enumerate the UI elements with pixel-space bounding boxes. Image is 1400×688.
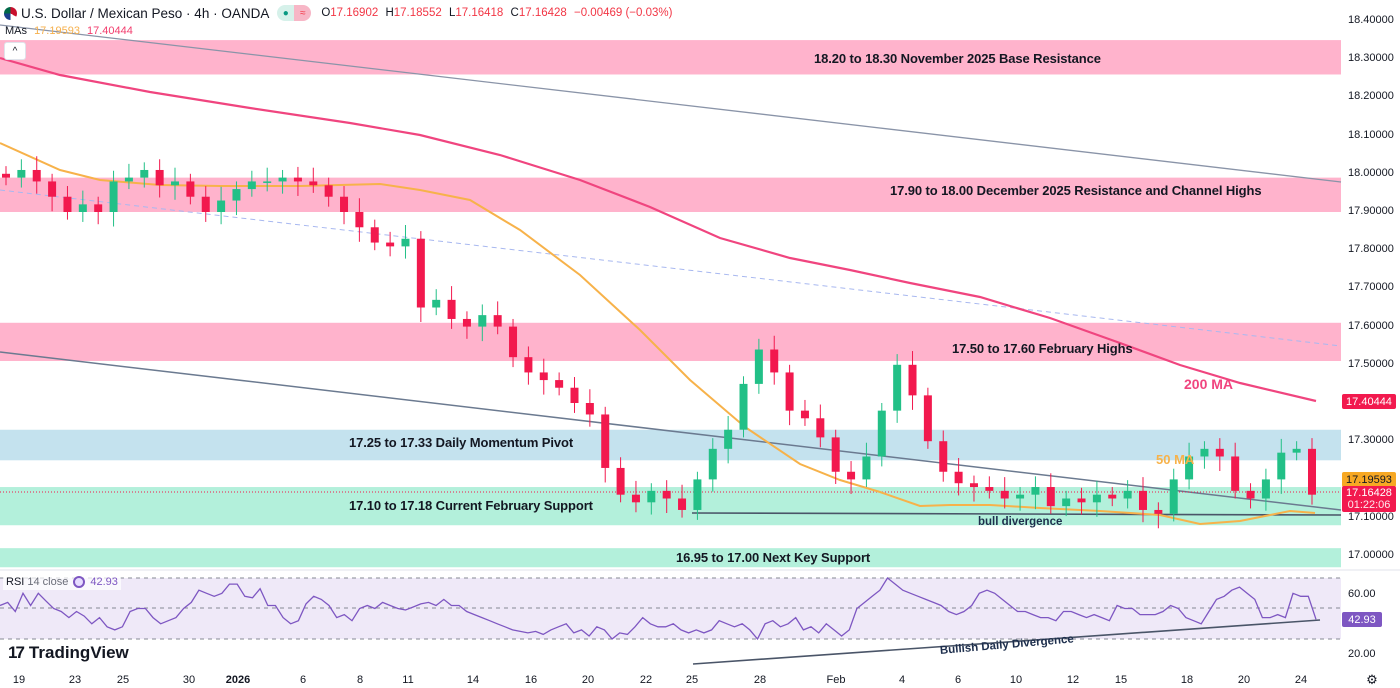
- time-axis-tick: 16: [524, 674, 538, 686]
- ma50-legend-value: 17.19593: [34, 25, 80, 37]
- collapse-legend-button[interactable]: ^: [4, 42, 26, 60]
- ma50-annotation: 50 MA: [1156, 452, 1195, 467]
- bar-countdown: 01:22:06: [1347, 499, 1391, 511]
- tradingview-logo-text: TradingView: [28, 643, 129, 662]
- rsi-indicator-icon: [73, 576, 86, 588]
- open-value: 17.16902: [330, 7, 379, 19]
- zone-label-momentum-pivot: 17.25 to 17.33 Daily Momentum Pivot: [349, 435, 574, 450]
- zone-band[interactable]: [0, 40, 1341, 75]
- last-price-tag: 17.16428 01:22:06: [1342, 486, 1396, 512]
- price-axis-tick: 17.60000: [1348, 319, 1394, 332]
- price-axis-tick: 18.10000: [1348, 128, 1394, 141]
- time-axis-tick: 12: [1066, 674, 1080, 686]
- rsi-axis-tick-60: 60.00: [1348, 588, 1376, 600]
- rsi-legend[interactable]: RSI 14 close 42.93: [3, 574, 121, 590]
- rsi-value-tag: 42.93: [1342, 612, 1382, 627]
- close-label: C: [510, 7, 519, 19]
- time-axis-tick: 10: [1009, 674, 1023, 686]
- open-label: O: [321, 7, 331, 19]
- zone-label-feb-support: 17.10 to 17.18 Current February Support: [349, 498, 593, 513]
- high-value: 17.18552: [393, 7, 442, 19]
- close-value: 17.16428: [518, 7, 567, 19]
- low-value: 17.16418: [455, 7, 504, 19]
- price-axis-tick: 17.70000: [1348, 281, 1394, 294]
- time-axis-tick: Feb: [826, 674, 846, 686]
- zone-label-dec-resistance: 17.90 to 18.00 December 2025 Resistance …: [890, 183, 1262, 198]
- time-axis-tick: 25: [685, 674, 699, 686]
- ma200-price-tag: 17.40444: [1342, 394, 1396, 409]
- ma50-price-tag: 17.19593: [1342, 472, 1396, 487]
- time-axis-tick: 28: [753, 674, 767, 686]
- zone-label-nov-resistance: 18.20 to 18.30 November 2025 Base Resist…: [814, 51, 1101, 66]
- zone-band[interactable]: [0, 322, 1341, 361]
- market-status-pill[interactable]: ● ≈: [277, 5, 312, 21]
- time-axis-tick: 23: [68, 674, 82, 686]
- ohlc-values: O17.16902 H17.18552 L17.16418 C17.16428 …: [317, 7, 672, 19]
- time-axis-tick: 19: [12, 674, 26, 686]
- ma-legend-label: MAs: [5, 25, 27, 37]
- time-axis-tick: 6: [954, 674, 962, 686]
- zone-band[interactable]: [0, 429, 1341, 461]
- tradingview-logo[interactable]: 17 TradingView: [8, 643, 129, 663]
- chevron-up-icon: ^: [12, 45, 18, 57]
- time-axis-tick: 6: [299, 674, 307, 686]
- price-axis-tick: 17.30000: [1348, 434, 1394, 447]
- price-axis-tick: 17.50000: [1348, 357, 1394, 370]
- price-axis-tick: 18.20000: [1348, 90, 1394, 103]
- change-value: −0.00469 (−0.03%): [574, 7, 673, 19]
- time-axis-tick: 15: [1114, 674, 1128, 686]
- time-axis-tick: 25: [116, 674, 130, 686]
- time-axis-tick: 2026: [225, 674, 251, 686]
- time-axis-tick: 22: [639, 674, 653, 686]
- time-axis-tick: 20: [581, 674, 595, 686]
- ma200-legend-value: 17.40444: [87, 25, 133, 37]
- price-axis-tick: 18.00000: [1348, 166, 1394, 179]
- usd-mxn-flag-icon: [4, 6, 17, 20]
- symbol-legend[interactable]: U.S. Dollar / Mexican Peso · 4h · OANDA …: [4, 4, 672, 22]
- price-axis-tick: 18.30000: [1348, 52, 1394, 65]
- zone-label-feb-highs: 17.50 to 17.60 February Highs: [952, 341, 1133, 356]
- approx-data-icon: ≈: [294, 5, 312, 21]
- time-axis-tick: 8: [356, 674, 364, 686]
- settings-gear-icon[interactable]: ⚙: [1366, 672, 1378, 687]
- rsi-value: 42.93: [90, 576, 118, 588]
- time-axis-tick: 24: [1294, 674, 1308, 686]
- rsi-params: 14 close: [27, 576, 69, 588]
- time-axis-tick: 4: [898, 674, 906, 686]
- market-open-dot-icon: ●: [277, 5, 295, 21]
- symbol-title[interactable]: U.S. Dollar / Mexican Peso · 4h · OANDA: [21, 5, 270, 21]
- price-axis-tick: 18.40000: [1348, 14, 1394, 26]
- zone-band[interactable]: [0, 548, 1341, 568]
- last-price-value: 17.16428: [1346, 487, 1392, 499]
- ma200-annotation: 200 MA: [1184, 376, 1234, 392]
- tradingview-logo-mark-icon: 17: [8, 643, 25, 662]
- zone-label-next-support: 16.95 to 17.00 Next Key Support: [676, 550, 871, 565]
- low-label: L: [448, 7, 456, 19]
- ma-legend[interactable]: MAs 17.19593 17.40444: [5, 25, 133, 37]
- high-label: H: [385, 7, 394, 19]
- bull-divergence-annotation: bull divergence: [978, 516, 1063, 528]
- time-axis-tick: 14: [466, 674, 480, 686]
- time-axis-tick: 18: [1180, 674, 1194, 686]
- price-axis-tick: 17.00000: [1348, 548, 1394, 561]
- rsi-axis-tick-20: 20.00: [1348, 648, 1376, 660]
- rsi-label: RSI: [6, 576, 25, 588]
- price-axis-tick: 17.90000: [1348, 205, 1394, 217]
- price-axis-tick: 17.80000: [1348, 243, 1394, 256]
- time-axis-tick: 20: [1237, 674, 1251, 686]
- time-axis-tick: 30: [182, 674, 196, 686]
- time-axis-tick: 11: [402, 674, 414, 686]
- price-axis-tick: 17.10000: [1348, 510, 1394, 523]
